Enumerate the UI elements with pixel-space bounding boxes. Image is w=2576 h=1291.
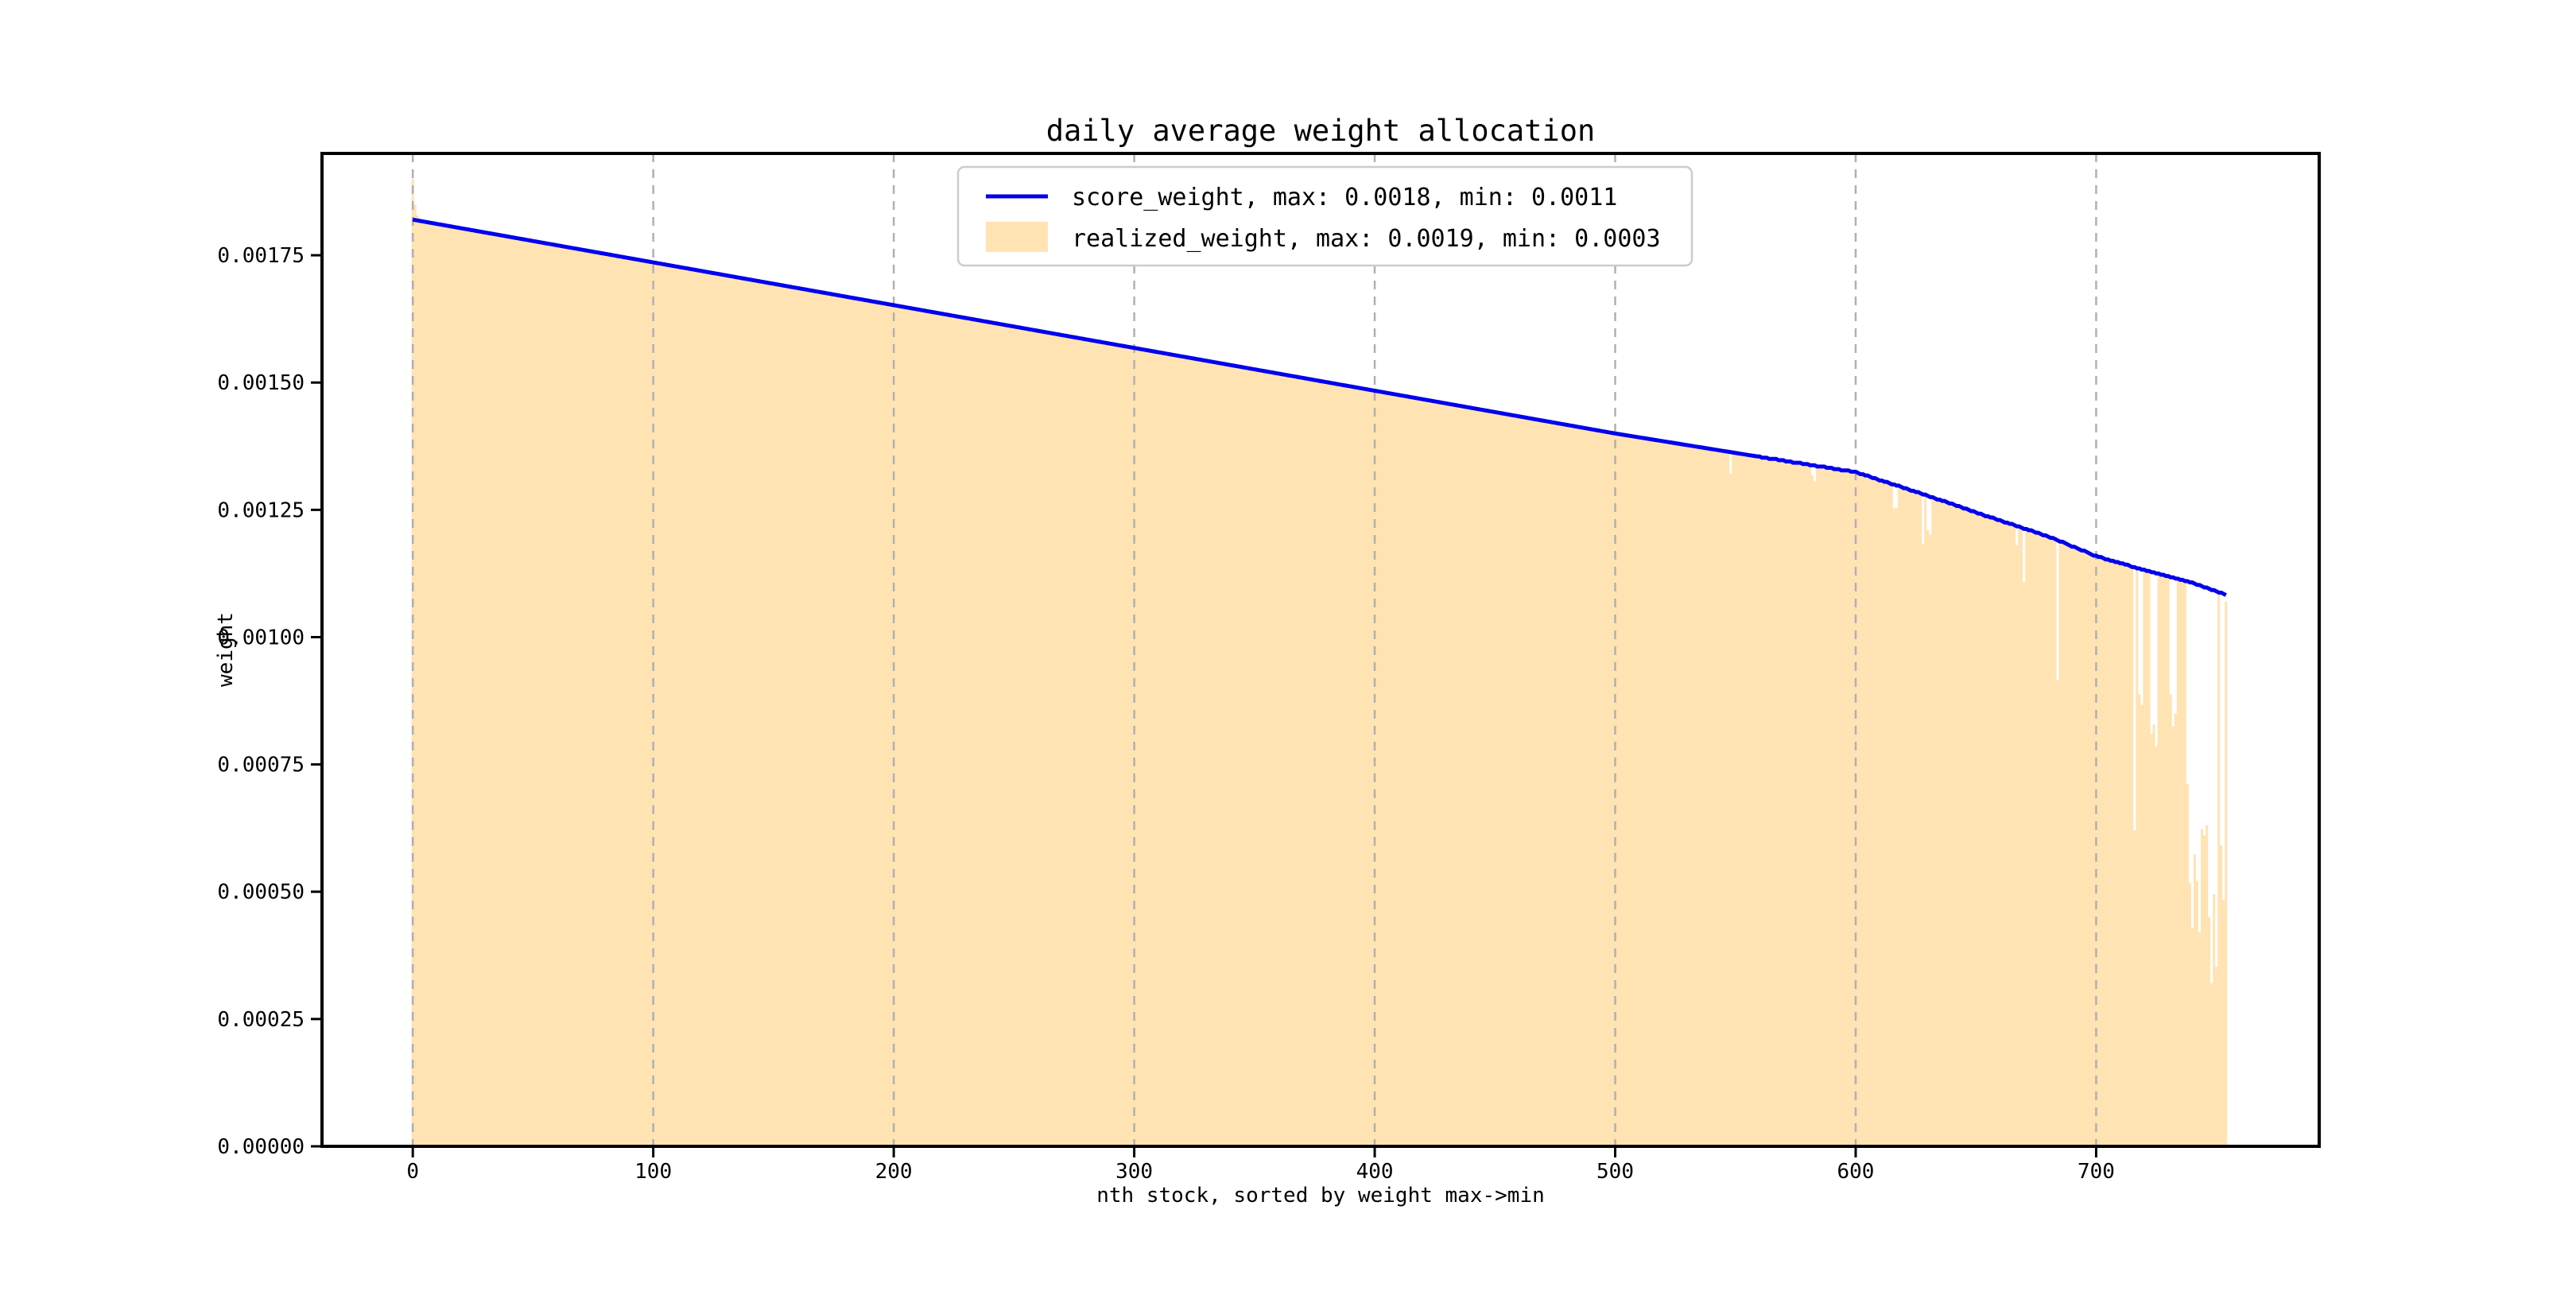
y-tick-label-0.00175: 0.00175 xyxy=(217,244,305,268)
plot-area xyxy=(411,153,2228,1146)
x-axis-tick-labels: 0 100 200 300 400 500 600 700 xyxy=(406,1160,2115,1184)
y-tick-label-0.00100: 0.00100 xyxy=(217,626,305,649)
legend-entry-score: score_weight, max: 0.0018, min: 0.0011 xyxy=(1072,184,1617,211)
x-tick-label-500: 500 xyxy=(1596,1160,1634,1184)
y-tick-label-0.00125: 0.00125 xyxy=(217,498,305,522)
y-axis-tick-labels: 0.00000 0.00025 0.00050 0.00075 0.00100 0.001… xyxy=(217,244,305,1159)
y-tick-label-0.00075: 0.00075 xyxy=(217,754,305,777)
x-tick-label-400: 400 xyxy=(1356,1160,1394,1184)
x-tick-label-600: 600 xyxy=(1837,1160,1875,1184)
y-axis-ticks xyxy=(311,254,322,1148)
legend: score_weight, max: 0.0018, min: 0.0011 r… xyxy=(956,165,1693,267)
x-tick-label-700: 700 xyxy=(2077,1160,2115,1184)
legend-box xyxy=(956,165,1693,267)
score-weight-line-series xyxy=(412,217,2227,597)
y-tick-label-0.00050: 0.00050 xyxy=(217,881,305,905)
axes-frame xyxy=(320,152,2321,1148)
x-axis-ticks xyxy=(411,1146,2097,1157)
x-tick-label-300: 300 xyxy=(1115,1160,1153,1184)
x-tick-label-100: 100 xyxy=(634,1160,672,1184)
y-tick-label-0.00000: 0.00000 xyxy=(217,1135,305,1159)
chart-title: daily average weight allocation xyxy=(1046,114,1596,148)
y-tick-label-0.00150: 0.00150 xyxy=(217,371,305,395)
realized-weight-area-series xyxy=(411,179,2228,1146)
x-axis-label: nth stock, sorted by weight max->min xyxy=(1096,1184,1545,1208)
legend-patch-swatch xyxy=(986,222,1048,252)
x-gridlines xyxy=(411,153,2097,1146)
x-tick-label-200: 200 xyxy=(875,1160,913,1184)
y-axis-label: weight xyxy=(214,612,238,687)
legend-entry-realized: realized_weight, max: 0.0019, min: 0.000… xyxy=(1072,225,1661,253)
x-tick-label-0: 0 xyxy=(406,1160,419,1184)
y-tick-label-0.00025: 0.00025 xyxy=(217,1008,305,1032)
